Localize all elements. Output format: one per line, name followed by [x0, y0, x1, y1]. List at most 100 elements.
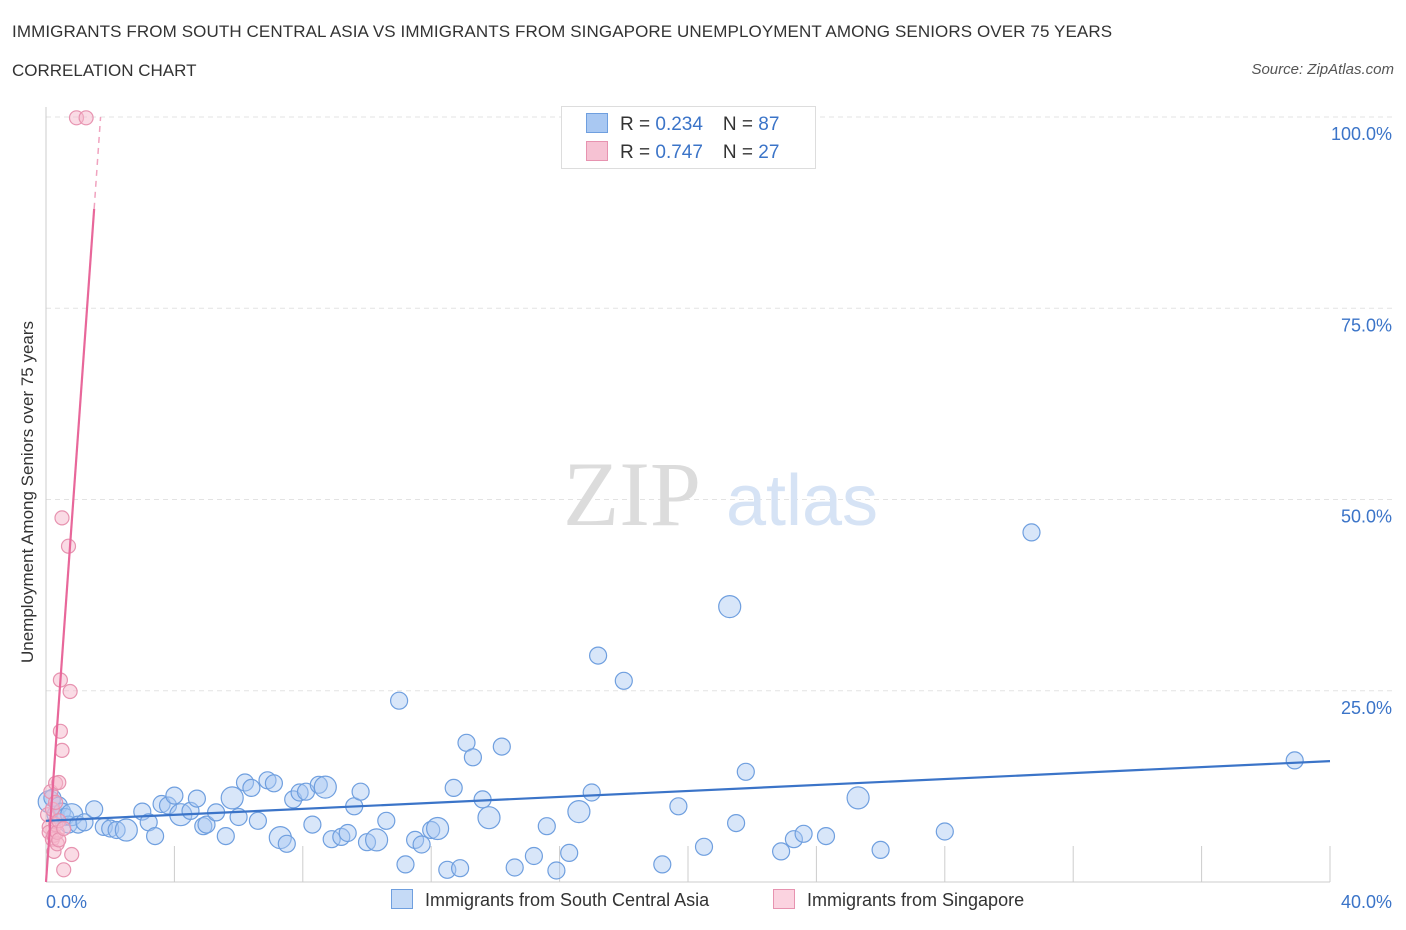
- blue-data-point: [216, 826, 235, 846]
- blue-data-point: [194, 817, 213, 836]
- blue-data-point: [114, 818, 138, 842]
- blue-data-point: [694, 837, 714, 856]
- blue-data-point: [152, 794, 171, 814]
- chart-subtitle: CORRELATION CHART: [12, 61, 197, 80]
- blue-data-point: [816, 826, 836, 846]
- pink-data-point: [64, 846, 80, 863]
- blue-data-point: [736, 762, 755, 781]
- blue-data-point: [101, 819, 120, 838]
- blue-data-point: [726, 813, 746, 833]
- blue-data-point: [524, 846, 544, 866]
- chart-title: IMMIGRANTS FROM SOUTH CENTRAL ASIA VS IM…: [12, 22, 1113, 41]
- blue-data-point: [547, 861, 566, 880]
- blue-data-point: [187, 789, 206, 808]
- pink-data-point: [78, 110, 94, 126]
- blue-data-point: [567, 799, 591, 824]
- blue-trend-line: [45, 760, 1331, 822]
- x-tick-label-max: 40.0%: [1341, 892, 1392, 912]
- blue-data-point: [338, 823, 357, 843]
- blue-data-point: [290, 783, 309, 802]
- x-tick-label-min: 0.0%: [46, 892, 87, 912]
- blue-data-point: [351, 782, 370, 801]
- blue-data-point: [653, 855, 672, 874]
- pink-trend-extension: [93, 116, 102, 209]
- blue-data-point: [165, 786, 184, 805]
- pink-data-point: [62, 683, 78, 700]
- blue-data-point: [846, 786, 870, 810]
- blue-data-point: [158, 796, 178, 815]
- bottom-legend-swatch-pink: [773, 889, 795, 909]
- legend-n-label: N =: [722, 142, 759, 163]
- blue-data-point: [107, 820, 126, 840]
- blue-data-point: [313, 775, 337, 799]
- blue-data-point: [560, 843, 579, 863]
- blue-data-point: [537, 817, 556, 836]
- pink-data-point: [54, 510, 70, 526]
- blue-data-point: [582, 783, 601, 802]
- blue-data-point: [390, 691, 409, 710]
- blue-data-point: [588, 646, 608, 665]
- blue-data-point: [492, 737, 511, 756]
- blue-data-point: [412, 835, 431, 854]
- blue-data-point: [871, 840, 890, 860]
- pink-data-point: [54, 742, 70, 759]
- blue-data-point: [220, 786, 244, 810]
- source-note: Source: ZipAtlas.com: [1251, 61, 1394, 78]
- blue-data-point: [451, 859, 470, 878]
- blue-data-point: [1285, 751, 1304, 770]
- bottom-legend-pink: Immigrants from Singapore: [773, 889, 1024, 911]
- blue-data-point: [614, 671, 633, 690]
- series-blue-points: [37, 523, 1304, 880]
- legend-swatch-pink: [586, 141, 608, 161]
- legend-swatch-blue: [586, 113, 608, 133]
- blue-data-point: [396, 855, 415, 874]
- blue-data-point: [248, 811, 267, 830]
- blue-data-point: [1022, 523, 1041, 542]
- y-tick-label: 100.0%: [1331, 124, 1392, 144]
- blue-data-point: [794, 824, 813, 843]
- blue-data-point: [365, 828, 389, 852]
- blue-data-point: [303, 815, 322, 834]
- blue-data-point: [426, 816, 450, 841]
- legend-pink-n: 27: [758, 142, 780, 163]
- blue-data-point: [477, 806, 501, 830]
- series-pink-points: [39, 110, 94, 878]
- tick-labels: 100.0% 75.0% 50.0% 25.0% 0.0% 40.0%: [46, 124, 1392, 912]
- legend-row-pink: R = 0.747 N = 27: [586, 141, 779, 163]
- blue-data-point: [669, 797, 688, 816]
- blue-data-point: [146, 826, 165, 846]
- pink-trend-line: [44, 208, 96, 883]
- trend-lines: [44, 116, 1331, 883]
- pink-data-point: [56, 820, 72, 837]
- legend-blue-r: 0.234: [655, 114, 703, 135]
- watermark-atlas: atlas: [726, 461, 878, 541]
- blue-data-point: [242, 778, 261, 798]
- blue-data-point: [935, 822, 954, 841]
- blue-data-point: [377, 811, 396, 830]
- y-tick-label: 75.0%: [1341, 315, 1392, 335]
- blue-data-point: [197, 815, 216, 834]
- legend-row-blue: R = 0.234 N = 87: [586, 113, 779, 135]
- pink-data-point: [56, 862, 72, 878]
- blue-data-point: [463, 748, 482, 767]
- blue-data-point: [264, 774, 283, 793]
- blue-data-point: [277, 834, 296, 853]
- watermark: ZIP atlas: [563, 443, 878, 545]
- axes: [45, 107, 1331, 883]
- bottom-legend-pink-label: Immigrants from Singapore: [807, 890, 1025, 910]
- watermark-zip: ZIP: [563, 443, 701, 545]
- pink-data-point: [51, 774, 67, 791]
- correlation-legend: R = 0.234 N = 87 R = 0.747 N = 27: [561, 106, 816, 169]
- y-tick-label: 50.0%: [1341, 507, 1392, 527]
- bottom-legend-swatch-blue: [391, 889, 413, 909]
- blue-data-point: [718, 594, 742, 619]
- legend-r-label: R =: [620, 114, 656, 135]
- bottom-legend-blue: Immigrants from South Central Asia: [391, 889, 709, 911]
- blue-data-point: [85, 800, 104, 819]
- legend-r-label: R =: [620, 142, 656, 163]
- blue-data-point: [771, 842, 791, 861]
- blue-data-point: [444, 778, 463, 798]
- bottom-legend-blue-label: Immigrants from South Central Asia: [425, 890, 710, 910]
- pink-data-point: [60, 538, 77, 554]
